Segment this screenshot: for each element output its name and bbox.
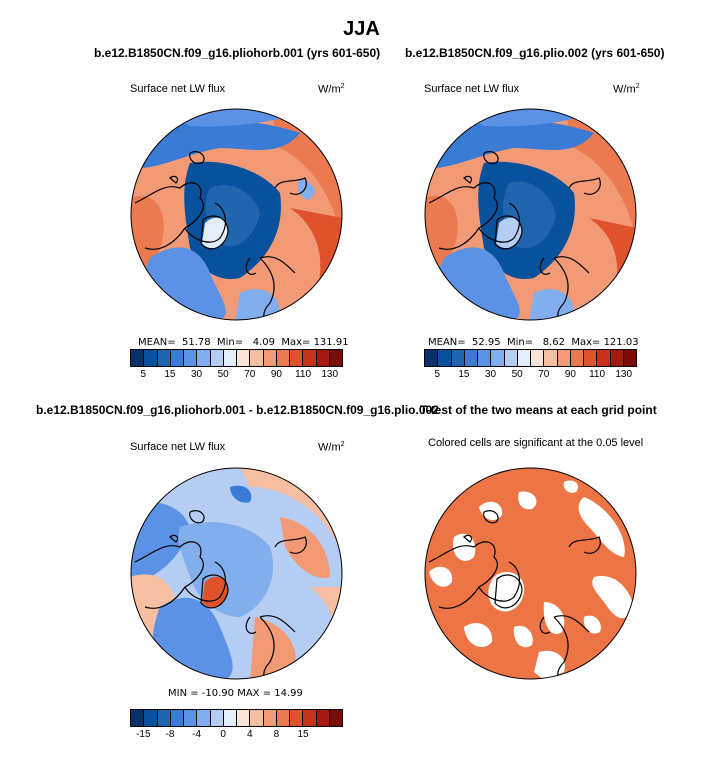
colorbar-tick-label: 0 (220, 729, 226, 740)
colorbar-swatch (131, 710, 145, 726)
colorbar-tick-label: 8 (273, 729, 280, 740)
colorbar-tick-label: 130 (615, 369, 633, 380)
colorbar-tick-label: 15 (164, 369, 176, 380)
colorbar-tick-label: 110 (295, 369, 312, 380)
colorbar-swatch (464, 350, 478, 366)
colorbar-swatch (223, 350, 237, 366)
colorbar-swatch (144, 710, 158, 726)
colorbar-swatch (316, 350, 330, 366)
colorbar-swatch (263, 350, 277, 366)
panel3-polar-map (130, 467, 343, 680)
colorbar-swatch (276, 710, 290, 726)
panel1-colorbar (130, 349, 343, 367)
colorbar-swatch (131, 350, 145, 366)
colorbar-tick-label: 15 (297, 729, 309, 740)
colorbar-swatch (597, 350, 611, 366)
colorbar-swatch (517, 350, 531, 366)
colorbar-swatch (303, 350, 317, 366)
panel2-colorbar-ticks: 5 15 30 50 70 90 110 130 (424, 369, 637, 383)
panel2-variable-label: Surface net LW flux (424, 83, 520, 95)
colorbar-tick-label: 30 (485, 369, 497, 380)
colorbar-tick-label: -4 (192, 729, 202, 740)
colorbar-swatch (237, 350, 251, 366)
colorbar-swatch (504, 350, 518, 366)
panel1-polar-map (130, 108, 343, 321)
panel2-polar-map (424, 108, 637, 321)
colorbar-swatch (250, 710, 264, 726)
colorbar-swatch (210, 350, 224, 366)
colorbar-tick-label: 5 (140, 369, 147, 380)
panel3-stats: MIN = -10.90 MAX = 14.99 (168, 688, 303, 699)
colorbar-swatch (544, 350, 558, 366)
colorbar-swatch (184, 350, 198, 366)
panel1-units: W/m2 (318, 83, 345, 96)
figure-title: JJA (343, 18, 380, 40)
colorbar-tick-label: 30 (191, 369, 203, 380)
colorbar-swatch (491, 350, 505, 366)
colorbar-tick-label: 70 (538, 369, 550, 380)
panel1-title: b.e12.B1850CN.f09_g16.pliohorb.001 (yrs … (94, 46, 381, 60)
colorbar-swatch (570, 350, 584, 366)
panel1-stats: MEAN= 51.78 Min= 4.09 Max= 131.91 (138, 337, 349, 348)
panel3-colorbar (130, 709, 343, 727)
colorbar-tick-label: 130 (321, 369, 339, 380)
colorbar-tick-label: 15 (458, 369, 470, 380)
colorbar-swatch (610, 350, 624, 366)
panel2-stats: MEAN= 52.95 Min= 8.62 Max= 121.03 (428, 337, 639, 348)
colorbar-swatch (425, 350, 439, 366)
colorbar-swatch (157, 350, 171, 366)
colorbar-swatch (157, 710, 171, 726)
colorbar-swatch (290, 710, 304, 726)
colorbar-swatch (276, 350, 290, 366)
colorbar-swatch (290, 350, 304, 366)
colorbar-swatch (184, 710, 198, 726)
panel4-title: T-test of the two means at each grid poi… (420, 403, 657, 417)
colorbar-tick-label: 110 (589, 369, 606, 380)
panel3-variable-label: Surface net LW flux (130, 441, 226, 453)
colorbar-swatch (237, 710, 251, 726)
panel1-colorbar-ticks: 5 15 30 50 70 90 110 130 (130, 369, 343, 383)
colorbar-swatch (316, 710, 330, 726)
panel4-significance-map (424, 467, 637, 680)
colorbar-swatch (329, 350, 342, 366)
colorbar-swatch (584, 350, 598, 366)
colorbar-tick-label: 70 (244, 369, 256, 380)
colorbar-tick-label: 5 (434, 369, 441, 380)
colorbar-swatch (329, 710, 342, 726)
colorbar-tick-label: 90 (270, 369, 282, 380)
colorbar-swatch (478, 350, 492, 366)
panel4-subtitle: Colored cells are significant at the 0.0… (428, 437, 644, 449)
colorbar-swatch (197, 350, 211, 366)
colorbar-swatch (223, 710, 237, 726)
colorbar-swatch (170, 710, 184, 726)
panel1-variable-label: Surface net LW flux (130, 83, 226, 95)
colorbar-swatch (210, 710, 224, 726)
colorbar-tick-label: 90 (564, 369, 576, 380)
colorbar-tick-label: 50 (511, 369, 523, 380)
colorbar-swatch (451, 350, 465, 366)
colorbar-swatch (557, 350, 571, 366)
colorbar-swatch (197, 710, 211, 726)
colorbar-swatch (263, 710, 277, 726)
colorbar-swatch (303, 710, 317, 726)
colorbar-swatch (531, 350, 545, 366)
panel2-units: W/m2 (613, 83, 640, 96)
colorbar-tick-label: -15 (136, 729, 151, 740)
panel3-units: W/m2 (318, 441, 345, 454)
colorbar-tick-label: 50 (217, 369, 229, 380)
colorbar-tick-label: -8 (165, 729, 175, 740)
panel2-title: b.e12.B1850CN.f09_g16.plio.002 (yrs 601-… (405, 46, 665, 60)
colorbar-swatch (144, 350, 158, 366)
colorbar-swatch (438, 350, 452, 366)
panel3-colorbar-ticks: -15 -8 -4 0 4 8 15 (130, 729, 343, 743)
panel3-title: b.e12.B1850CN.f09_g16.pliohorb.001 - b.e… (36, 403, 439, 417)
colorbar-tick-label: 4 (247, 729, 253, 740)
colorbar-swatch (170, 350, 184, 366)
colorbar-swatch (250, 350, 264, 366)
colorbar-swatch (623, 350, 636, 366)
panel2-colorbar (424, 349, 637, 367)
